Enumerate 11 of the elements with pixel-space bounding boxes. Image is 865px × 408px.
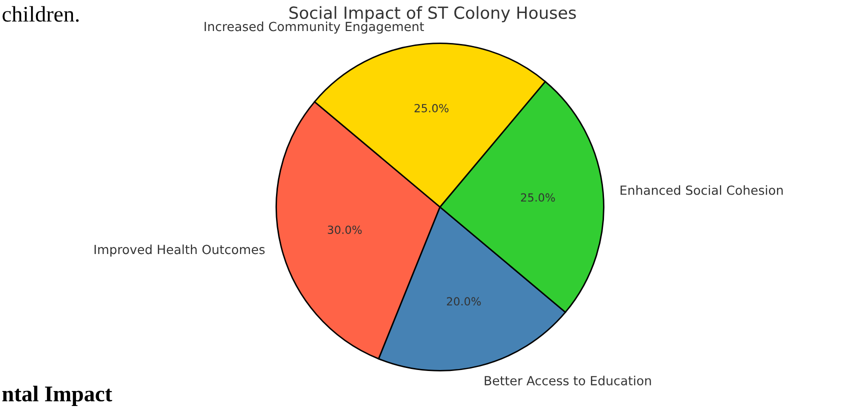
slice-label: Improved Health Outcomes xyxy=(94,244,265,257)
text: children. xyxy=(2,6,79,22)
data-label: 25.0% xyxy=(521,193,555,202)
chart-title: Social Impact of ST Colony Houses xyxy=(289,6,576,22)
data-label: 30.0% xyxy=(328,226,362,234)
data-label: 25.0% xyxy=(414,104,448,112)
text: ntal Impact xyxy=(2,386,112,406)
slice-label: Increased Community Engagement xyxy=(204,22,424,34)
slice-label: Better Access to Education xyxy=(484,376,651,386)
data-label: 20.0% xyxy=(446,297,481,306)
slice-label: Enhanced Social Cohesion xyxy=(620,185,783,195)
